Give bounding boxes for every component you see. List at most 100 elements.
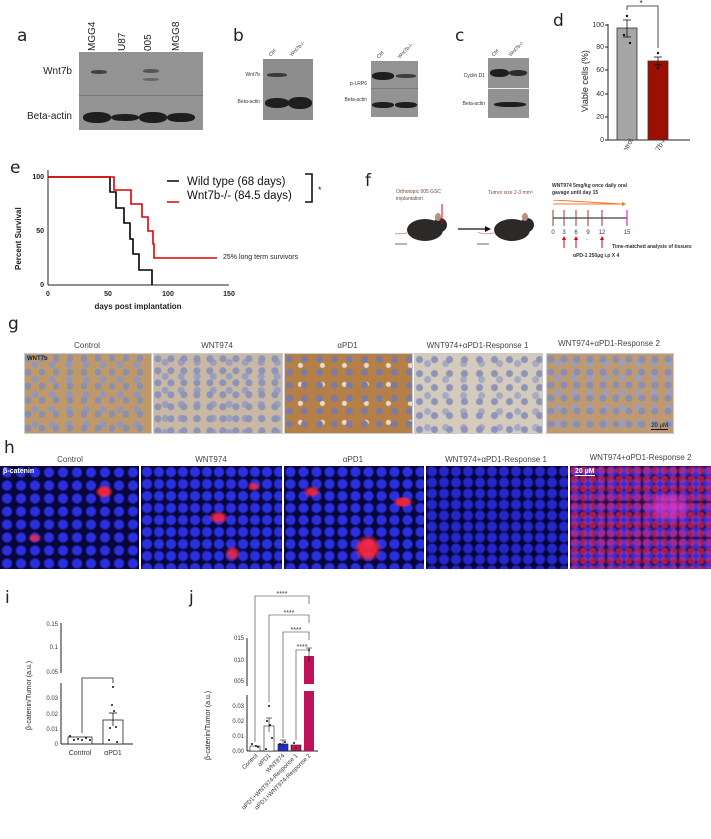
lane-label: 005 — [143, 34, 154, 51]
svg-text:100: 100 — [32, 174, 44, 181]
ihc-image-apd1 — [284, 353, 413, 434]
band — [372, 72, 394, 80]
panel-label-j: j — [189, 588, 194, 608]
svg-text:9: 9 — [586, 230, 590, 236]
bar-control — [67, 736, 93, 745]
stain-label: WNT7b — [27, 356, 48, 362]
band — [167, 113, 195, 122]
antibody-label: αPD-1 250µg i.p X 4 — [573, 253, 620, 259]
timeline: 0 3 6 9 12 15 ^ — [551, 200, 631, 248]
panel-label-i: i — [5, 588, 10, 608]
panel-title: WNT974+αPD1-Response 1 — [445, 455, 547, 464]
lane-label: Ctrl — [375, 50, 386, 60]
survival-curve-chart: Percent Survival 0 50 100 0 50 100 150 days p… — [14, 170, 322, 310]
significance-marker: * — [639, 0, 642, 8]
svg-text:50: 50 — [104, 291, 112, 298]
svg-text:0.01: 0.01 — [232, 734, 244, 740]
band — [91, 70, 107, 74]
svg-text:^: ^ — [586, 237, 588, 242]
band — [396, 74, 416, 78]
svg-text:0.15: 0.15 — [46, 622, 58, 628]
band — [143, 78, 159, 81]
band — [490, 69, 509, 77]
panel-title: αPD1 — [342, 455, 364, 464]
mouse-icon — [477, 213, 534, 245]
bar-wnt7b-ko — [647, 60, 669, 141]
band — [111, 114, 139, 121]
viability-bar-chart: Viable cells (%) 0 20 40 60 80 100 * Con… — [580, 0, 690, 150]
svg-text:0.01: 0.01 — [46, 727, 58, 733]
x-tick: Control — [241, 753, 259, 771]
western-blot — [79, 52, 203, 130]
panel-label-a: a — [17, 26, 28, 46]
svg-text:3: 3 — [562, 230, 566, 236]
significance-marker: **** — [291, 627, 302, 634]
svg-text:20: 20 — [596, 114, 604, 121]
if-image-apd1 — [284, 466, 424, 569]
svg-text:010: 010 — [234, 658, 245, 664]
legend-wild-type: Wild type (68 days) — [187, 176, 286, 188]
mouse-schematic — [395, 204, 534, 245]
svg-text:100: 100 — [592, 22, 604, 29]
step-implantation: Orthotopic 005 GSC implantation — [396, 189, 442, 202]
significance-marker: * — [318, 185, 322, 195]
svg-text:15: 15 — [624, 230, 631, 236]
treatment-label: WNT974 5mg/kg once daily oral gavage unt… — [552, 183, 628, 196]
svg-text:015: 015 — [234, 636, 245, 642]
svg-text:0.02: 0.02 — [232, 719, 244, 725]
svg-text:005: 005 — [234, 679, 245, 685]
annotation: 25% long term survivors — [223, 254, 299, 261]
panel-label-e: e — [10, 158, 21, 178]
lane-label: MGG4 — [87, 21, 98, 51]
y-axis-label: Viable cells (%) — [580, 50, 590, 112]
ihc-image-wnt974 — [153, 353, 283, 434]
series-wnt7b-ko — [48, 176, 217, 259]
bar-response-2 — [304, 691, 314, 751]
timeline-days: 0 3 6 9 12 15 — [551, 230, 631, 236]
row-label: Beta-actin — [344, 97, 367, 103]
band — [267, 73, 287, 77]
band — [288, 97, 312, 109]
if-image-response-1 — [426, 466, 568, 569]
analysis-label: Time-matched analysis of tissues — [612, 244, 692, 250]
y-axis-label: Percent Survival — [14, 207, 23, 270]
beta-catenin-bar-chart-i: β-catenin/Tumor (a.u.) 0 0.01 0.02 0.03 … — [26, 622, 133, 757]
lane-label: Ctrl — [490, 48, 501, 58]
series-wild-type — [48, 176, 153, 285]
western-blot — [488, 58, 529, 118]
panel-title: αPD1 — [337, 341, 358, 350]
y-axis-label: β-catenin/Tumor (a.u.) — [205, 691, 212, 760]
legend-wnt7b-ko: Wnt7b-/- (84.5 days) — [187, 190, 292, 202]
x-tick: αPD1 — [104, 750, 122, 757]
lane-label: Wnt7b-/- — [288, 40, 307, 58]
band — [509, 70, 527, 76]
lane-label: U87 — [117, 32, 128, 51]
svg-text:80: 80 — [596, 44, 604, 51]
svg-text:0: 0 — [600, 137, 604, 144]
svg-text:12: 12 — [599, 230, 606, 236]
svg-text:0.05: 0.05 — [46, 670, 58, 676]
panel-title: WNT974 — [201, 341, 233, 350]
ihc-image-response-1 — [414, 353, 543, 434]
western-blot — [371, 61, 418, 117]
if-image-response-2: 20 µM — [570, 466, 711, 569]
svg-text:0: 0 — [46, 291, 50, 298]
scale-bar: 20 µM — [651, 423, 668, 430]
row-label: Beta-actin — [237, 99, 260, 105]
y-axis-label: β-catenin/Tumor (a.u.) — [26, 661, 33, 730]
band — [83, 112, 111, 123]
lane-label: MGG8 — [171, 21, 182, 51]
band — [494, 102, 526, 107]
svg-text:0: 0 — [40, 282, 44, 289]
row-label: Beta-actin — [26, 111, 72, 122]
row-label: p-LRP6 — [350, 81, 367, 87]
svg-text:0: 0 — [55, 742, 59, 748]
panel-label-c: c — [455, 26, 465, 46]
panel-label-b: b — [233, 26, 244, 46]
row-label: Cyclin D1 — [463, 73, 485, 79]
row-label: Wnt7b — [245, 72, 260, 78]
svg-text:0.03: 0.03 — [46, 696, 58, 702]
x-axis-label: days post implantation — [94, 302, 181, 310]
significance-marker: **** — [297, 644, 308, 651]
step-tumor-size: Tumor size 2-3 mm³ — [488, 190, 533, 196]
